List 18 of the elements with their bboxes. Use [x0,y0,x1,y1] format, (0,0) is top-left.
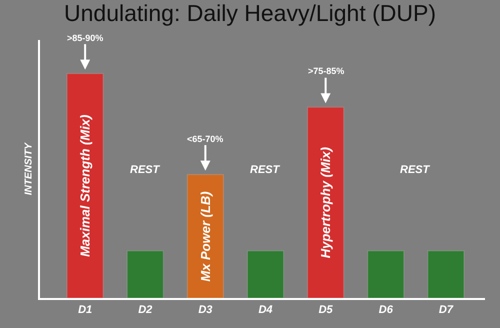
annotation: <65-70% [187,134,224,144]
x-tick-label: D1 [78,304,92,316]
annotation: REST [400,164,431,176]
x-tick-label: D7 [438,304,454,316]
x-tick-label: D3 [198,304,212,316]
annotation: Maximal Strength (Mix) [77,114,92,257]
x-tick-label: D4 [258,304,273,316]
x-tick-label: D6 [378,304,394,316]
annotation: >85-90% [67,33,104,43]
annotation: REST [130,164,161,176]
chart-title: Undulating: Daily Heavy/Light (DUP) [64,0,436,26]
y-axis-title: INTENSITY [24,142,34,196]
annotation: REST [250,164,281,176]
x-tick-label: D5 [318,304,334,316]
x-tick-label: D2 [138,304,152,316]
annotation: >75-85% [308,66,344,76]
annotation: Mx Power (LB) [198,191,214,282]
annotation: Hypertrophy (Mix) [318,147,333,258]
